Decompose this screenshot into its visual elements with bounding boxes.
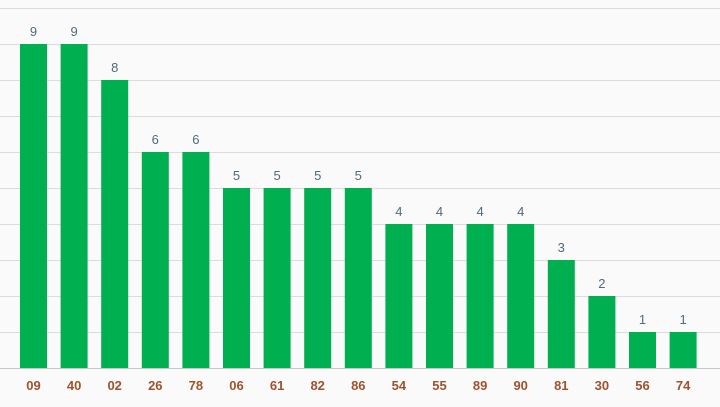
value-label-06: 5 (233, 168, 240, 183)
bar-30 (588, 296, 616, 368)
value-label-61: 5 (273, 168, 280, 183)
value-label-40: 9 (70, 24, 77, 39)
bar-86 (344, 188, 372, 368)
value-label-56: 1 (639, 312, 646, 327)
tick-label-78: 78 (189, 378, 203, 393)
tick-label-90: 90 (513, 378, 527, 393)
bar-90 (507, 224, 535, 368)
bar-81 (547, 260, 575, 368)
bar-09 (20, 44, 47, 368)
tick-label-02: 02 (107, 378, 121, 393)
tick-label-55: 55 (432, 378, 446, 393)
bar-26 (141, 152, 169, 368)
value-label-55: 4 (436, 204, 443, 219)
value-label-86: 5 (355, 168, 362, 183)
value-label-54: 4 (395, 204, 402, 219)
tick-label-61: 61 (270, 378, 284, 393)
bar-02 (101, 80, 129, 368)
tick-label-26: 26 (148, 378, 162, 393)
tick-label-74: 74 (676, 378, 691, 393)
bars (20, 44, 697, 368)
tick-label-86: 86 (351, 378, 365, 393)
value-label-81: 3 (558, 240, 565, 255)
tick-label-06: 06 (229, 378, 243, 393)
bar-78 (182, 152, 210, 368)
bar-56 (629, 332, 656, 368)
value-label-78: 6 (192, 132, 199, 147)
bar-06 (223, 188, 250, 368)
value-label-89: 4 (476, 204, 483, 219)
tick-label-82: 82 (310, 378, 324, 393)
value-labels: 9 9 8 6 6 5 5 5 5 4 4 4 4 3 2 1 1 (30, 24, 687, 327)
tick-label-89: 89 (473, 378, 487, 393)
bar-40 (60, 44, 88, 368)
value-label-74: 1 (679, 312, 686, 327)
bar-61 (263, 188, 291, 368)
x-axis-tick-labels: 09 40 02 26 78 06 61 82 86 54 55 89 90 81 30 56 74 (26, 378, 691, 393)
bar-55 (426, 224, 453, 368)
tick-label-09: 09 (26, 378, 40, 393)
tick-label-40: 40 (67, 378, 81, 393)
bar-82 (304, 188, 332, 368)
bar-54 (385, 224, 413, 368)
bar-74 (669, 332, 697, 368)
value-label-26: 6 (152, 132, 159, 147)
tick-label-56: 56 (635, 378, 649, 393)
value-label-30: 2 (598, 276, 605, 291)
tick-label-30: 30 (595, 378, 609, 393)
value-label-09: 9 (30, 24, 37, 39)
tick-label-54: 54 (392, 378, 407, 393)
value-label-90: 4 (517, 204, 524, 219)
bar-89 (466, 224, 494, 368)
value-label-02: 8 (111, 60, 118, 75)
tick-label-81: 81 (554, 378, 568, 393)
value-label-82: 5 (314, 168, 321, 183)
